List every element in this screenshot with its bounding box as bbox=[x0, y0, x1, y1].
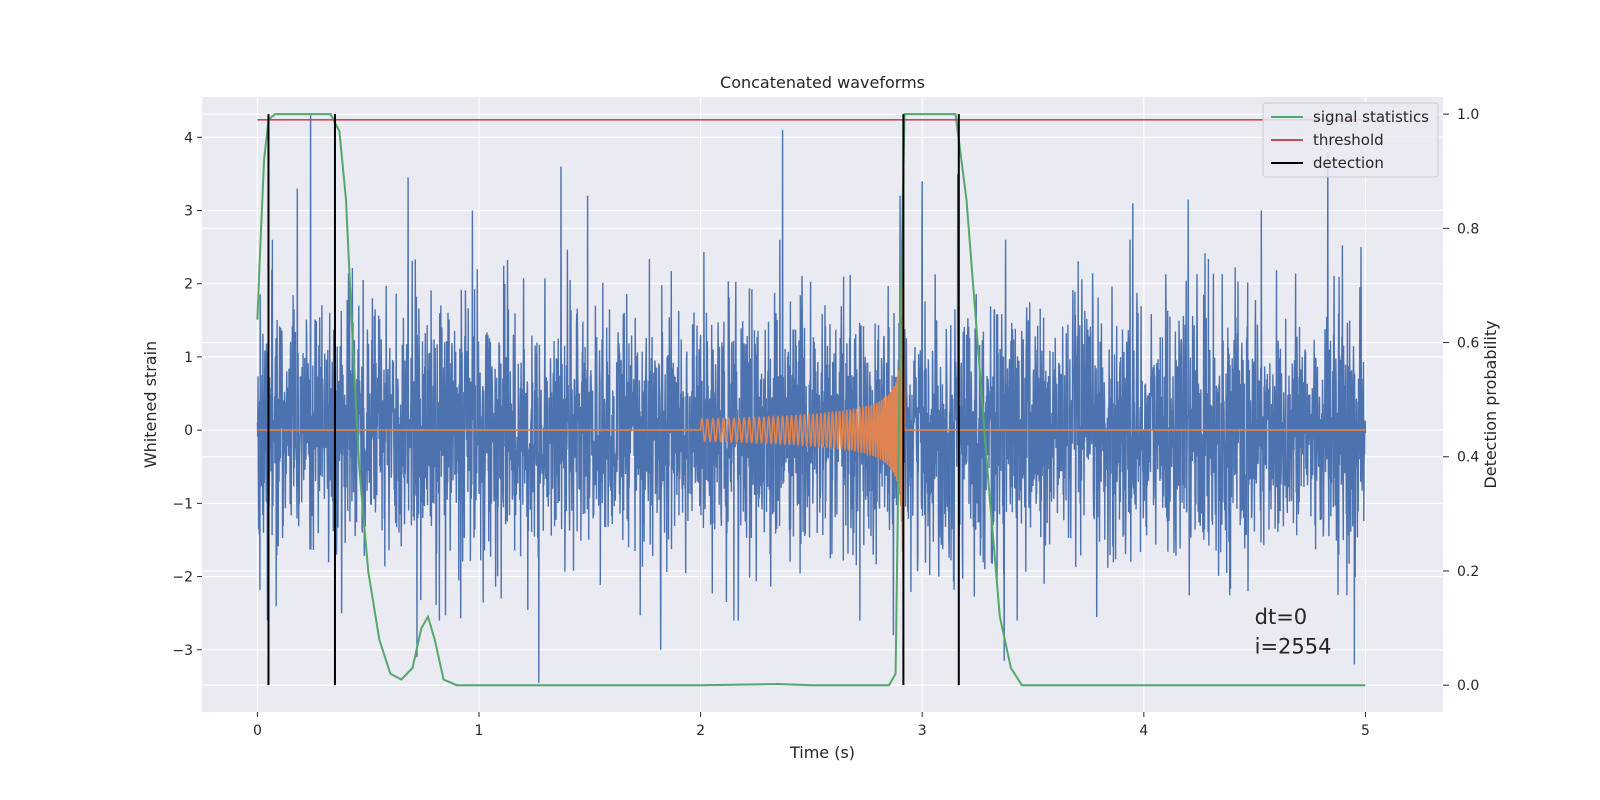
strain-series bbox=[256, 115, 1367, 683]
y-axis-right-ticks: 0.0 0.2 0.4 0.6 0.8 1.0 bbox=[1443, 107, 1479, 694]
strain-line bbox=[256, 115, 1367, 683]
signal-statistics-series bbox=[256, 113, 1366, 687]
y-tick-label: −2 bbox=[172, 570, 193, 586]
y-axis-right-label: Detection probability bbox=[1481, 320, 1500, 488]
y-right-tick-label: 0.0 bbox=[1457, 678, 1479, 694]
y-axis-label: Whitened strain bbox=[141, 341, 160, 468]
y-tick-label: 1 bbox=[184, 350, 193, 366]
legend: signal statistics threshold detection bbox=[1262, 102, 1439, 178]
annotation-dt: dt=0 bbox=[1255, 605, 1308, 629]
injected-series bbox=[257, 288, 1366, 575]
x-tick-label: 0 bbox=[253, 723, 262, 739]
x-tick-label: 1 bbox=[475, 723, 484, 739]
signal-statistics-line bbox=[256, 113, 1366, 687]
y-right-tick-label: 0.2 bbox=[1457, 564, 1479, 580]
x-tick-label: 2 bbox=[696, 723, 705, 739]
legend-label-threshold: threshold bbox=[1313, 131, 1384, 149]
y-right-tick-label: 0.4 bbox=[1457, 450, 1479, 466]
legend-box bbox=[1262, 102, 1439, 178]
y-tick-label: −1 bbox=[172, 496, 193, 512]
y-tick-label: −3 bbox=[172, 643, 193, 659]
x-axis-label: Time (s) bbox=[789, 743, 855, 762]
y-tick-label: 4 bbox=[184, 130, 193, 146]
legend-label-detection: detection bbox=[1313, 154, 1384, 172]
detection-series bbox=[267, 114, 960, 686]
x-tick-label: 5 bbox=[1361, 723, 1370, 739]
y-tick-label: 2 bbox=[184, 277, 193, 293]
annotation-i: i=2554 bbox=[1255, 634, 1332, 658]
y-right-tick-label: 0.6 bbox=[1457, 336, 1479, 352]
y-right-tick-label: 1.0 bbox=[1457, 107, 1479, 123]
legend-label-signal: signal statistics bbox=[1313, 108, 1429, 126]
x-axis-ticks: 0 1 2 3 4 5 bbox=[253, 712, 1370, 739]
x-tick-label: 3 bbox=[918, 723, 927, 739]
y-tick-label: 0 bbox=[184, 423, 193, 439]
y-right-tick-label: 0.8 bbox=[1457, 221, 1479, 237]
injected-line bbox=[257, 288, 1366, 575]
y-tick-label: 3 bbox=[184, 203, 193, 219]
y-axis-ticks: −3 −2 −1 0 1 2 3 4 bbox=[172, 130, 202, 659]
x-tick-label: 4 bbox=[1139, 723, 1148, 739]
chart-title: Concatenated waveforms bbox=[720, 73, 925, 92]
